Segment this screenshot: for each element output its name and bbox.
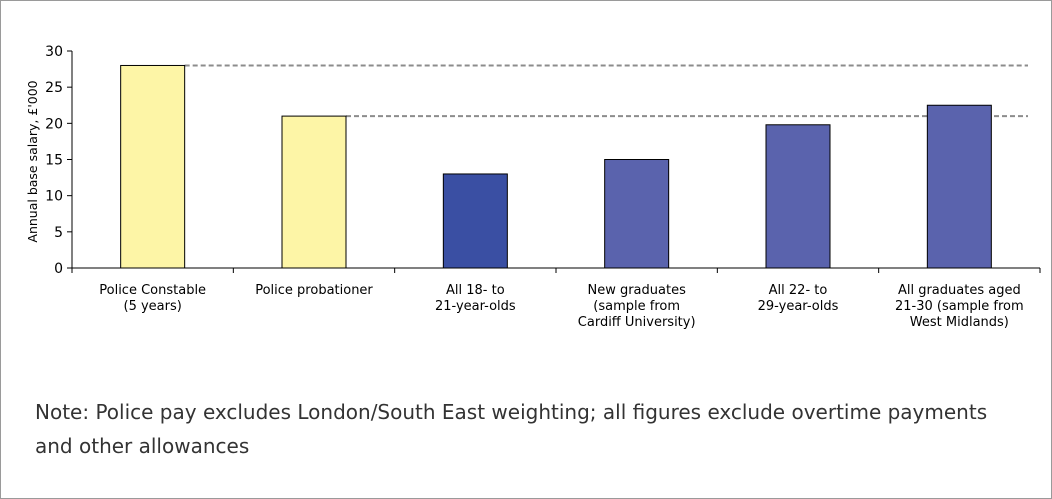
category-label-1: Police probationer: [255, 283, 373, 298]
chart-note: Note: Police pay excludes London/South E…: [35, 400, 988, 458]
category-label-4: All 22- to 29-year-olds: [758, 283, 839, 314]
x-category-labels: Police Constable (5 years) Police probatio…: [99, 283, 1023, 330]
y-axis-label: Annual base salary, £'000: [25, 80, 40, 242]
bar-4: [765, 124, 831, 269]
y-tick-label: 0: [54, 261, 63, 277]
y-tick-label: 30: [45, 44, 63, 60]
category-label-line: Police probationer: [255, 283, 373, 298]
bars: [120, 64, 992, 269]
bar-5: [926, 104, 992, 269]
category-label-2: All 18- to 21-year-olds: [435, 283, 516, 314]
category-label-3: New graduates (sample from Cardiff Univers…: [578, 283, 696, 330]
y-tick-label: 5: [54, 225, 63, 241]
y-tick-label: 20: [45, 116, 63, 132]
category-label-line: (sample from: [593, 299, 680, 314]
y-tick-label: 10: [45, 189, 63, 205]
category-label-line: 21-30 (sample from: [895, 299, 1024, 314]
category-label-line: Cardiff University): [578, 315, 696, 330]
category-label-5: All graduates aged 21-30 (sample from West…: [895, 283, 1024, 330]
reference-lines: [184, 64, 1028, 118]
category-label-line: (5 years): [124, 299, 182, 314]
category-label-line: New graduates: [587, 283, 686, 298]
y-tick-labels: 0 5 10 15 20 25 30: [45, 44, 63, 277]
category-label-line: All 18- to: [446, 283, 505, 298]
axes: [67, 50, 1041, 273]
category-label-0: Police Constable (5 years): [99, 283, 206, 314]
category-label-line: All graduates aged: [898, 283, 1021, 298]
category-label-line: Police Constable: [99, 283, 206, 298]
category-label-line: All 22- to: [769, 283, 828, 298]
bar-0: [120, 64, 186, 269]
bar-3: [604, 159, 670, 269]
bar-1: [281, 115, 347, 269]
bar-2: [442, 173, 508, 269]
category-label-line: West Midlands): [910, 315, 1009, 330]
category-label-line: 29-year-olds: [758, 299, 839, 314]
y-tick-label: 25: [45, 80, 63, 96]
category-label-line: 21-year-olds: [435, 299, 516, 314]
y-tick-label: 15: [45, 153, 63, 169]
